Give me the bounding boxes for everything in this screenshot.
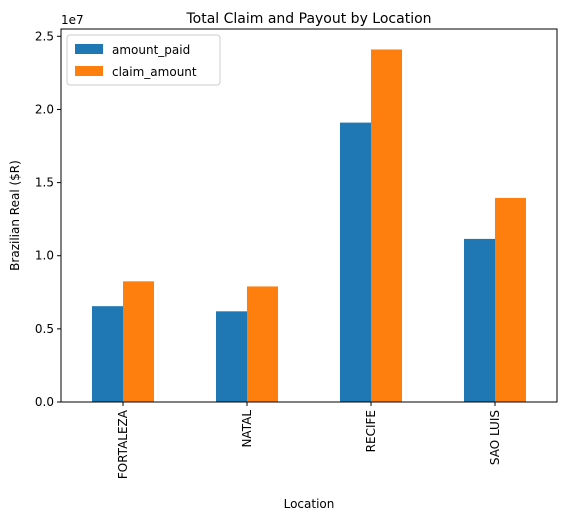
x-axis-label: Location (284, 497, 335, 511)
x-axis-ticks: FORTALEZA NATAL RECIFE SAO LUIS (116, 402, 502, 479)
x-tick-label: SAO LUIS (488, 410, 502, 465)
y-axis-offset-label: 1e7 (61, 13, 84, 27)
y-axis-label: Brazilian Real ($R) (8, 160, 22, 271)
y-tick-label: 1.5 (35, 176, 54, 190)
bars-group (92, 49, 526, 403)
bar-claim_amount-sao-luis (495, 197, 526, 402)
y-tick-label: 1.0 (35, 249, 54, 263)
bar-amount_paid-natal (216, 311, 247, 402)
legend-label-claim_amount: claim_amount (112, 65, 197, 79)
y-tick-label: 0.0 (35, 395, 54, 409)
x-tick-label: FORTALEZA (116, 409, 130, 479)
legend-label-amount_paid: amount_paid (112, 43, 190, 57)
bar-claim_amount-fortaleza (123, 281, 154, 402)
bar-amount_paid-recife (340, 122, 371, 402)
legend-swatch-claim_amount (75, 66, 103, 76)
y-axis-ticks: 0.0 0.5 1.0 1.5 2.0 2.5 (35, 29, 61, 409)
x-tick-label: RECIFE (364, 410, 378, 452)
legend-frame (66, 34, 221, 86)
bar-claim_amount-recife (371, 49, 402, 403)
legend-swatch-amount_paid (75, 44, 103, 54)
chart-title: Total Claim and Payout by Location (185, 11, 431, 27)
bar-amount_paid-sao-luis (464, 238, 495, 402)
bar-amount_paid-fortaleza (92, 306, 123, 402)
plot-frame (60, 28, 558, 403)
bar-claim_amount-natal (247, 286, 278, 402)
x-tick-label: NATAL (240, 410, 254, 448)
legend: amount_paid claim_amount (66, 34, 221, 86)
y-tick-label: 2.5 (35, 29, 54, 43)
y-tick-label: 2.0 (35, 102, 54, 116)
y-tick-label: 0.5 (35, 322, 54, 336)
